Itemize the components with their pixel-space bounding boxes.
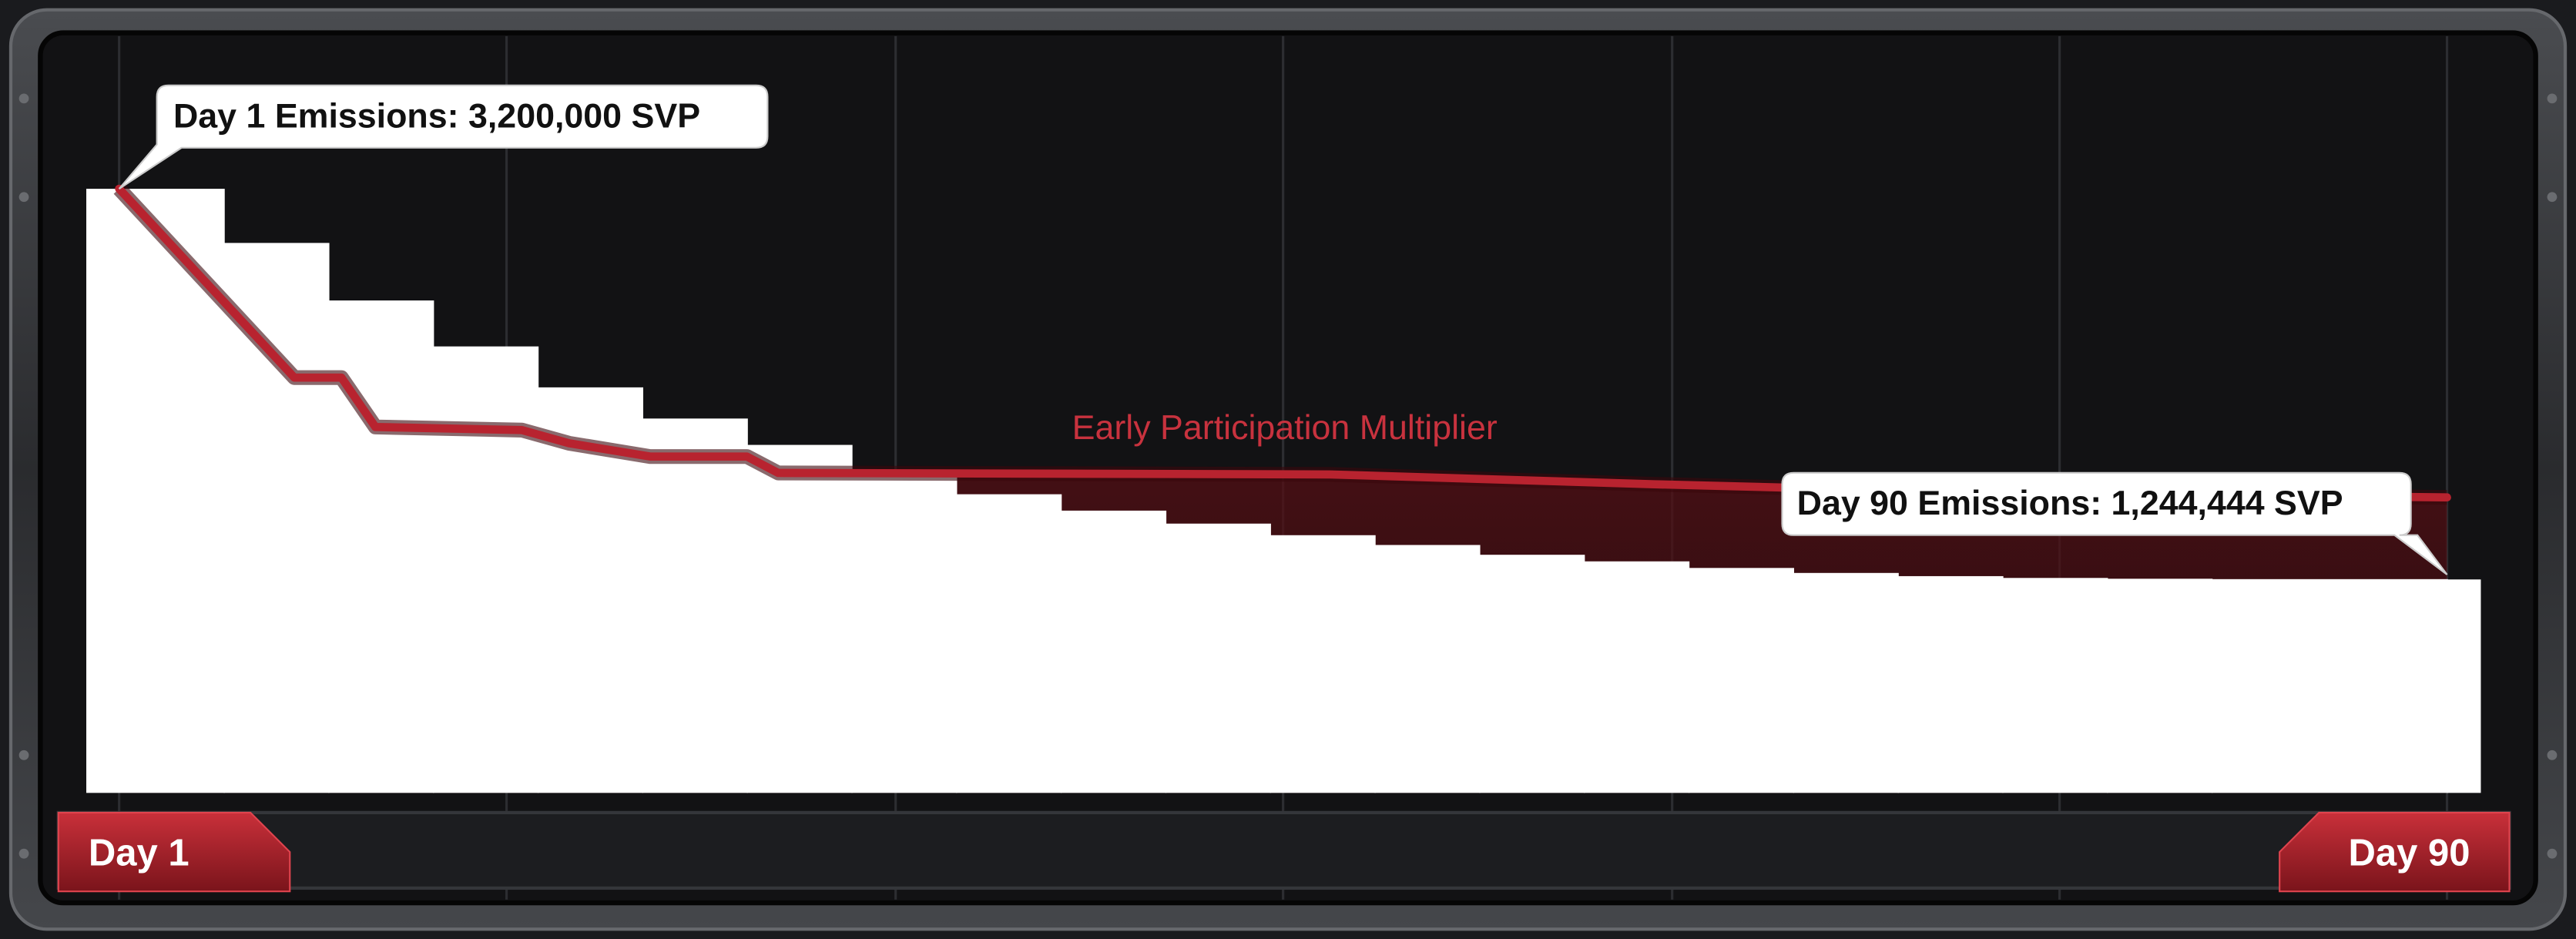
annotation: Day 90 Emissions: 1,244,444 SVP — [1797, 484, 2343, 522]
step-bar — [642, 418, 748, 793]
step-bar — [1374, 545, 1480, 793]
series-label: Early Participation Multiplier — [1072, 408, 1498, 447]
step-bar — [1270, 535, 1376, 793]
step-bar — [433, 347, 538, 793]
step-bar — [2002, 578, 2108, 793]
step-bar — [1061, 511, 1166, 793]
step-bar — [956, 495, 1062, 793]
x-tick-label: Day 90 — [2349, 832, 2470, 874]
page: {"chart_data": { "type": "step-area", "x… — [0, 0, 2576, 939]
step-bar — [747, 445, 853, 793]
step-bar — [2107, 578, 2212, 793]
x-tick-label: Day 1 — [89, 832, 190, 874]
step-bar — [851, 473, 957, 793]
step-bar — [2447, 579, 2481, 793]
step-bar — [1898, 576, 2004, 793]
step-bar — [1793, 573, 1899, 793]
chart: Early Participation Multiplier Day 1 Emi… — [0, 0, 2576, 939]
step-bar — [1479, 555, 1585, 793]
step-bar — [1584, 562, 1689, 793]
annotation: Day 1 Emissions: 3,200,000 SVP — [173, 96, 700, 135]
step-bar — [2212, 579, 2448, 793]
step-bar — [1166, 524, 1271, 793]
step-bar — [1689, 568, 1794, 793]
